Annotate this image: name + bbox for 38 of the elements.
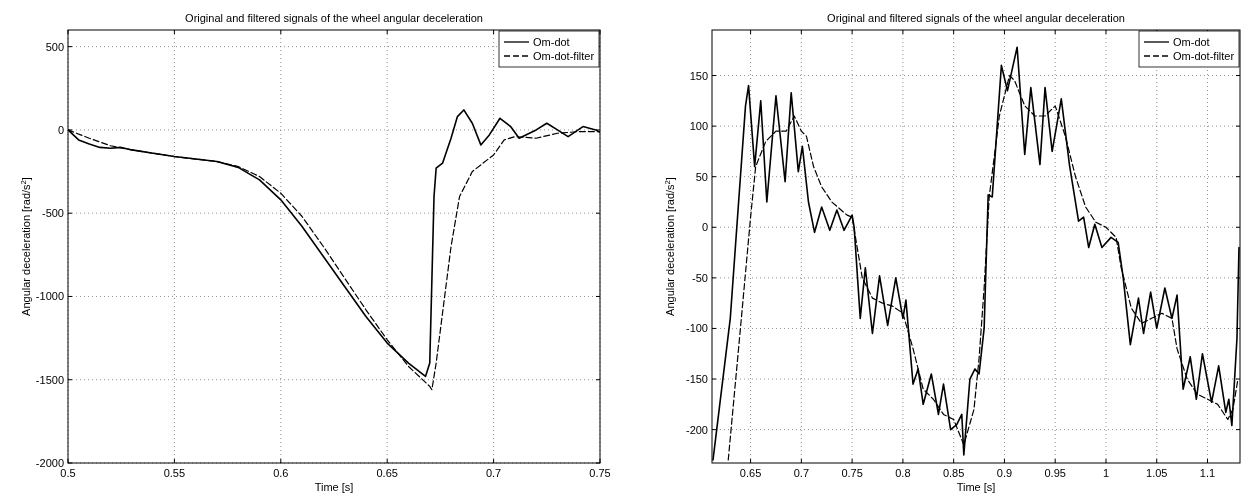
x-tick-label: 1.05 <box>1146 467 1168 479</box>
y-tick-label: -150 <box>685 373 708 386</box>
y-tick-label: 0 <box>57 123 64 136</box>
x-axis-title: Time [s] <box>956 481 996 493</box>
x-tick-label: 0.65 <box>739 467 762 479</box>
y-tick-label: -50 <box>692 271 708 284</box>
x-tick-label: 0.6 <box>273 467 289 479</box>
x-tick-label: 0.95 <box>1044 467 1066 479</box>
legend-label: Om-dot <box>1173 36 1210 48</box>
x-tick-label: 0.9 <box>996 467 1013 479</box>
legend-label: Om-dot-filter <box>1173 50 1235 62</box>
y-tick-label: -1500 <box>35 373 64 386</box>
y-tick-label: -2000 <box>35 457 64 469</box>
y-tick-label: -200 <box>685 423 708 436</box>
x-tick-label: 0.65 <box>376 467 398 479</box>
legend-label: Om-dot-filter <box>533 50 595 62</box>
x-axis-title: Time [s] <box>314 481 354 493</box>
x-tick-label: 0.75 <box>589 467 611 479</box>
y-tick-label: 500 <box>45 40 64 53</box>
y-tick-label: -500 <box>41 207 64 220</box>
y-tick-label: 100 <box>689 120 708 133</box>
y-tick-label: 50 <box>695 170 708 183</box>
x-tick-label: 1 <box>1102 467 1110 479</box>
x-tick-label: 0.7 <box>793 467 809 479</box>
y-tick-label: -1000 <box>35 290 64 303</box>
x-tick-label: 0.55 <box>163 467 186 479</box>
x-tick-label: 0.7 <box>485 467 502 479</box>
chart-title: Original and filtered signals of the wheel angular deceleration <box>185 12 483 24</box>
x-tick-label: 0.75 <box>841 467 863 479</box>
x-tick-label: 0.8 <box>895 467 911 479</box>
y-tick-label: 0 <box>701 221 708 234</box>
x-tick-label: 0.85 <box>942 467 965 479</box>
y-tick-label: -100 <box>685 322 708 335</box>
chart-title: Original and filtered signals of the wheel angular deceleration <box>827 12 1125 24</box>
y-tick-label: 150 <box>689 69 708 82</box>
legend-label: Om-dot <box>533 36 570 48</box>
x-tick-label: 1.1 <box>1199 467 1216 479</box>
x-tick-label: 0.5 <box>60 467 76 479</box>
